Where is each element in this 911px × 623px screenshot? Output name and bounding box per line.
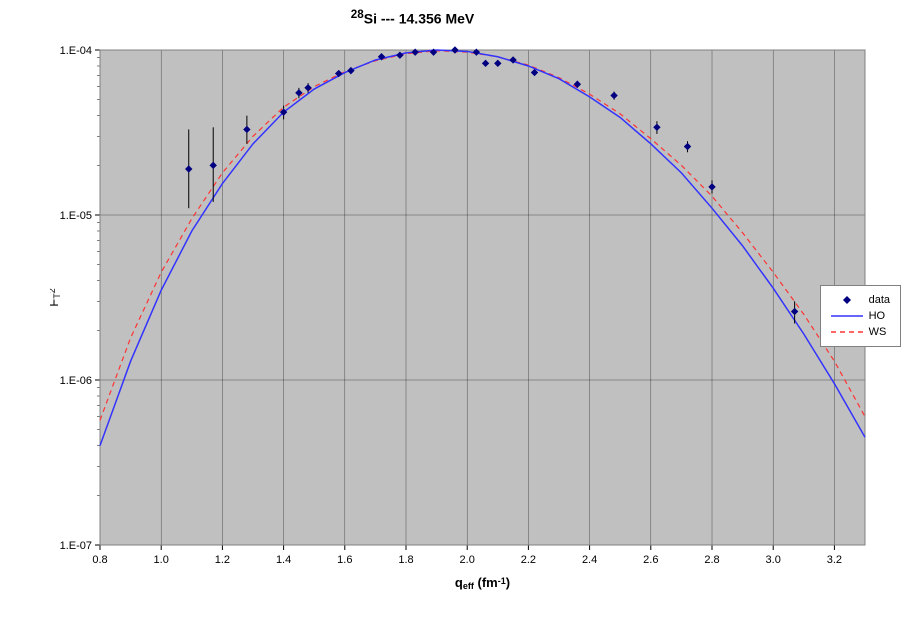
svg-text:1.6: 1.6 xyxy=(337,554,352,566)
svg-text:1.2: 1.2 xyxy=(215,554,230,566)
legend-item: HO xyxy=(831,308,890,324)
svg-text:1.E-06: 1.E-06 xyxy=(60,375,92,387)
legend-label: WS xyxy=(869,324,887,340)
svg-text:1.0: 1.0 xyxy=(154,554,169,566)
svg-text:2.2: 2.2 xyxy=(521,554,536,566)
legend-label: data xyxy=(869,292,890,308)
legend-swatch xyxy=(831,310,863,322)
svg-text:qeff (fm-1): qeff (fm-1) xyxy=(455,575,510,591)
legend-swatch xyxy=(831,326,863,338)
plot-area: 0.8 1.0 1.2 1.4 1.6 1.8 2.0 2.2 2.4 2.6 2.8 3.0 3.2 1… xyxy=(50,40,875,600)
svg-text:3.0: 3.0 xyxy=(766,554,781,566)
chart-title: 28Si --- 14.356 MeV xyxy=(0,8,825,27)
legend-item: WS xyxy=(831,324,890,340)
svg-text:2.6: 2.6 xyxy=(643,554,658,566)
svg-text:2.0: 2.0 xyxy=(460,554,475,566)
legend-swatch xyxy=(831,294,863,306)
legend: dataHOWS xyxy=(820,285,901,347)
svg-text:1.E-04: 1.E-04 xyxy=(60,45,92,57)
svg-text:0.8: 0.8 xyxy=(92,554,107,566)
chart-svg: 0.8 1.0 1.2 1.4 1.6 1.8 2.0 2.2 2.4 2.6 2.8 3.0 3.2 1… xyxy=(50,40,875,600)
svg-text:1.8: 1.8 xyxy=(398,554,413,566)
legend-label: HO xyxy=(869,308,886,324)
legend-item: data xyxy=(831,292,890,308)
svg-text:3.2: 3.2 xyxy=(827,554,842,566)
svg-text:1.E-05: 1.E-05 xyxy=(60,210,92,222)
svg-text:1.4: 1.4 xyxy=(276,554,291,566)
svg-text:1.E-07: 1.E-07 xyxy=(60,540,92,552)
svg-text:FT2: FT2 xyxy=(50,288,62,306)
svg-text:2.8: 2.8 xyxy=(704,554,719,566)
svg-text:2.4: 2.4 xyxy=(582,554,597,566)
